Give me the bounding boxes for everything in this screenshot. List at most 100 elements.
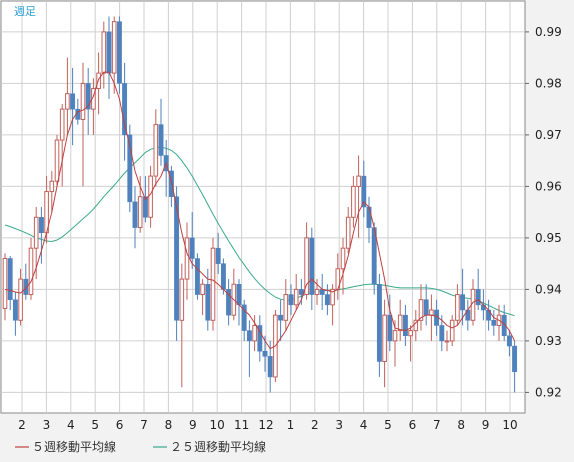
candle-body: [85, 83, 91, 110]
candle: [179, 263, 185, 388]
candle: [7, 255, 13, 310]
candle-body: [246, 330, 252, 342]
x-tick-label: 8: [457, 418, 465, 432]
candle-body: [293, 288, 299, 306]
candle-body: [23, 278, 29, 295]
candle: [23, 263, 29, 300]
candle-body: [174, 196, 180, 321]
candle: [304, 222, 309, 300]
candle: [148, 165, 153, 228]
candle: [402, 304, 408, 347]
candle: [168, 165, 174, 207]
x-tick-label: 5: [91, 418, 99, 432]
candle: [226, 279, 232, 326]
candle-body: [491, 320, 497, 326]
candle: [18, 268, 23, 326]
candle-body: [127, 134, 133, 203]
candle-body: [215, 247, 221, 264]
candle-body: [387, 314, 393, 342]
candle: [215, 232, 221, 274]
candle-body: [54, 139, 60, 182]
candle-body: [220, 263, 226, 290]
candle: [174, 186, 180, 341]
candle-body: [7, 258, 13, 300]
x-tick-label: 9: [189, 418, 197, 432]
candle-body: [210, 247, 216, 321]
x-tick-label: 1: [287, 418, 295, 432]
candle: [345, 207, 351, 254]
candle-body: [226, 289, 232, 316]
x-tick-label: 4: [67, 418, 75, 432]
candle-body: [148, 175, 153, 218]
candle-body: [475, 289, 481, 306]
candle-body: [288, 294, 294, 306]
y-axis: 0.92 0.93 0.94 0.95 0.96 0.97 0.98 0.99: [525, 25, 562, 399]
x-tick-label: 2: [18, 418, 26, 432]
x-tick-label: 10: [502, 418, 517, 432]
candle: [455, 284, 460, 326]
candle-body: [449, 319, 455, 342]
x-tick-label: 2: [311, 418, 319, 432]
candle-body: [236, 284, 242, 306]
candle: [444, 330, 450, 352]
x-tick-label: 10: [210, 418, 225, 432]
candle-body: [111, 21, 117, 74]
candle: [210, 237, 216, 331]
candle-body: [262, 350, 268, 357]
candle-body: [28, 247, 34, 296]
candle-body: [18, 278, 23, 321]
y-tick-label: 0.98: [535, 76, 562, 90]
y-tick-label: 0.97: [535, 128, 562, 142]
candle: [501, 304, 507, 341]
candle: [418, 284, 424, 331]
x-tick-label: 4: [360, 418, 368, 432]
candle: [267, 340, 273, 393]
candle: [512, 340, 518, 393]
candle: [293, 273, 299, 310]
candle-body: [330, 288, 335, 306]
candle: [475, 268, 481, 310]
candle-body: [49, 180, 55, 193]
candle-body: [80, 82, 86, 120]
candle-body: [366, 206, 372, 228]
candle: [278, 299, 284, 341]
candle: [49, 170, 55, 213]
y-tick-label: 0.95: [535, 231, 562, 245]
candle-body: [283, 294, 289, 321]
y-tick-label: 0.99: [535, 25, 562, 39]
candle-body: [340, 247, 346, 270]
period-label: 週足: [14, 5, 36, 18]
candle: [314, 279, 320, 305]
candle: [153, 109, 159, 187]
candle: [111, 16, 117, 94]
candle-body: [376, 284, 382, 362]
candle-body: [423, 299, 429, 316]
candle: [288, 284, 294, 316]
candle-body: [106, 31, 112, 74]
candle-body: [65, 93, 70, 110]
candle-body: [304, 237, 309, 296]
candle-body: [314, 288, 320, 296]
candle: [189, 212, 195, 269]
candle-body: [12, 299, 18, 321]
candle: [330, 284, 335, 326]
candle: [241, 299, 247, 341]
candle: [252, 315, 257, 352]
candle-body: [413, 319, 419, 332]
x-tick-label: 6: [116, 418, 124, 432]
candle-body: [200, 283, 205, 296]
candle-body: [59, 108, 65, 141]
candle: [116, 16, 122, 94]
candle: [194, 253, 200, 300]
x-tick-label: 7: [140, 418, 148, 432]
candle: [80, 62, 86, 187]
y-tick-label: 0.94: [535, 282, 562, 296]
ma5-line: [4, 71, 516, 350]
candle-body: [153, 124, 159, 177]
candle: [122, 62, 128, 161]
candle: [361, 160, 367, 218]
candle-body: [184, 237, 190, 280]
candle-body: [439, 325, 445, 342]
